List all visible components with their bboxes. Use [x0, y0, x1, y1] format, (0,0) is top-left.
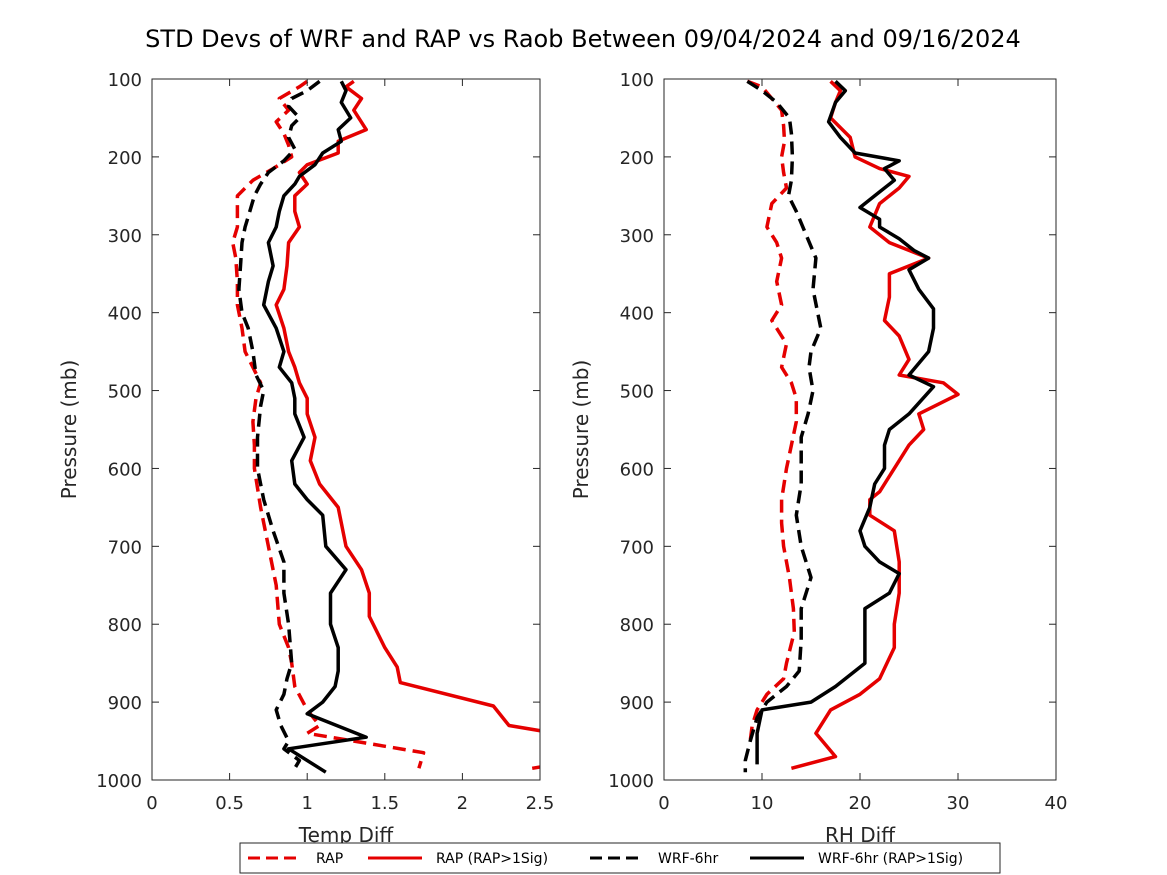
- temp-xtick-label: 0: [146, 793, 157, 814]
- temp-series-rap: [230, 79, 426, 769]
- temp-xtick-label: 1.5: [370, 793, 399, 814]
- rh-ytick-label: 1000: [608, 771, 654, 792]
- temp-ytick-label: 200: [108, 148, 142, 169]
- legend: RAP RAP (RAP>1Sig) WRF-6hr WRF-6hr (RAP>…: [239, 842, 1001, 874]
- rh-diff-plot: 0 10 20 30 40 100 200 300 400 500 600 700 800 900 1000…: [569, 70, 1067, 847]
- rh-xtick-label: 20: [849, 793, 872, 814]
- temp-ytick-label: 500: [108, 382, 142, 403]
- temp-y-axis-label: Pressure (mb): [57, 360, 81, 500]
- legend-label-wrf: WRF-6hr: [658, 851, 718, 867]
- legend-item-wrf: WRF-6hr: [590, 851, 718, 867]
- temp-ytick-label: 400: [108, 304, 142, 325]
- temp-xtick-label: 2: [457, 793, 468, 814]
- temp-ytick-label: 700: [108, 537, 142, 558]
- temp-diff-plot: 0 0.5 1 1.5 2 2.5 100 200 300 400 500 600 700 800 900 1…: [57, 70, 555, 847]
- rh-ytick-label: 600: [620, 459, 654, 480]
- rh-series-group: [743, 79, 960, 773]
- rh-series-wrf-6hr-rap-1sig: [755, 80, 936, 765]
- rh-ytick-label: 200: [620, 148, 654, 169]
- legend-label-wrf-sig: WRF-6hr (RAP>1Sig): [818, 851, 963, 867]
- rh-series-rap: [746, 79, 799, 742]
- rh-ytick-label: 400: [620, 304, 654, 325]
- rh-xtick-label: 40: [1045, 793, 1068, 814]
- legend-item-rap: RAP: [248, 851, 343, 867]
- temp-ytick-label: 900: [108, 693, 142, 714]
- rh-ytick-label: 700: [620, 537, 654, 558]
- temp-series-group: [230, 79, 540, 774]
- rh-series-rap-rap-1sig: [790, 80, 960, 770]
- figure-title: STD Devs of WRF and RAP vs Raob Between …: [145, 25, 1021, 53]
- legend-label-rap-sig: RAP (RAP>1Sig): [436, 851, 548, 867]
- rh-series-wrf-6hr: [743, 79, 823, 773]
- temp-xtick-label: 1: [301, 793, 312, 814]
- temp-ytick-label: 1000: [96, 771, 142, 792]
- rh-y-axis-label: Pressure (mb): [569, 360, 593, 500]
- rh-ytick-label: 300: [620, 226, 654, 247]
- legend-item-wrf-sig: WRF-6hr (RAP>1Sig): [750, 851, 963, 867]
- rh-ytick-label: 800: [620, 615, 654, 636]
- temp-series-wrf-6hr-rap-1sig: [261, 80, 368, 774]
- legend-label-rap: RAP: [316, 851, 343, 867]
- rh-ytick-label: 500: [620, 382, 654, 403]
- temp-ytick-label: 100: [108, 70, 142, 91]
- legend-item-rap-sig: RAP (RAP>1Sig): [368, 851, 548, 867]
- rh-xtick-label: 30: [947, 793, 970, 814]
- temp-axes-box: [151, 78, 541, 781]
- rh-ytick-label: 900: [620, 693, 654, 714]
- rh-axes-box: [663, 78, 1057, 781]
- temp-series-wrf-6hr: [237, 79, 321, 770]
- temp-ytick-label: 600: [108, 459, 142, 480]
- temp-xtick-label: 2.5: [526, 793, 555, 814]
- temp-series-rap-rap-1sig: [274, 79, 540, 771]
- rh-xtick-label: 0: [658, 793, 669, 814]
- rh-ytick-label: 100: [620, 70, 654, 91]
- temp-ytick-label: 300: [108, 226, 142, 247]
- temp-xtick-label: 0.5: [215, 793, 244, 814]
- temp-ytick-label: 800: [108, 615, 142, 636]
- rh-xtick-label: 10: [751, 793, 774, 814]
